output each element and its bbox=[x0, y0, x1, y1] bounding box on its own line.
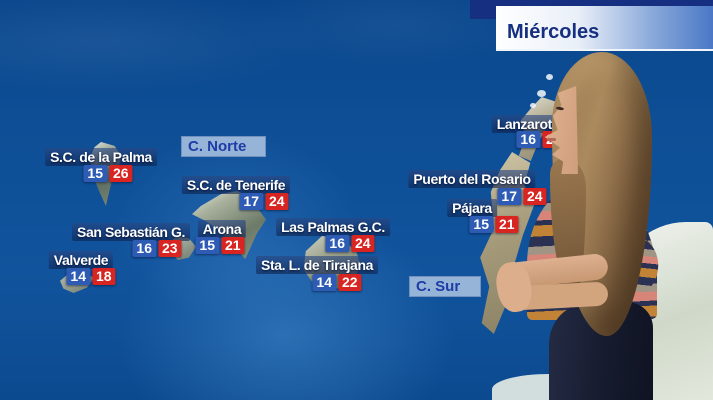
islet-north-of-lanzarote bbox=[530, 103, 536, 108]
max-temp: 21 bbox=[495, 216, 519, 233]
station-name-las-palmas-gc: Las Palmas G.C. bbox=[276, 218, 390, 236]
min-temp: 16 bbox=[325, 235, 349, 252]
station-temps-lanzarote: 16 23 bbox=[516, 131, 566, 148]
max-temp: 26 bbox=[109, 165, 133, 182]
station-temps-san-sebastian-g: 16 23 bbox=[132, 240, 182, 257]
station-name-san-sebastian-g: San Sebastián G. bbox=[72, 223, 190, 241]
day-label: Miércoles bbox=[507, 21, 600, 43]
cloud-mass-right bbox=[596, 222, 713, 400]
max-temp: 24 bbox=[523, 188, 547, 205]
min-temp: 15 bbox=[195, 237, 219, 254]
min-temp: 16 bbox=[132, 240, 156, 257]
min-temp: 14 bbox=[66, 268, 90, 285]
presenter-hair-front bbox=[550, 158, 586, 296]
header-top-strip bbox=[496, 0, 713, 6]
station-name-sta-l-de-tirajana: Sta. L. de Tirajana bbox=[256, 256, 378, 274]
station-temps-valverde: 14 18 bbox=[66, 268, 116, 285]
max-temp: 23 bbox=[542, 131, 566, 148]
station-name-puerto-del-rosario: Puerto del Rosario bbox=[408, 170, 536, 188]
station-name-valverde: Valverde bbox=[48, 251, 114, 269]
header-panel: Miércoles bbox=[496, 6, 713, 51]
max-temp: 18 bbox=[92, 268, 116, 285]
station-name-sc-tenerife: S.C. de Tenerife bbox=[181, 176, 291, 194]
station-name-sc-la-palma: S.C. de la Palma bbox=[45, 148, 157, 166]
min-temp: 17 bbox=[239, 193, 263, 210]
station-temps-pajara: 15 21 bbox=[469, 216, 519, 233]
region-label-costa-sur: C. Sur bbox=[409, 276, 481, 297]
station-name-arona: Arona bbox=[197, 220, 247, 238]
station-temps-las-palmas-gc: 16 24 bbox=[325, 235, 375, 252]
cloud-bottom bbox=[492, 374, 596, 400]
max-temp: 22 bbox=[338, 274, 362, 291]
presenter-forearm bbox=[504, 252, 610, 290]
region-label-costa-norte: C. Norte bbox=[181, 136, 266, 157]
min-temp: 16 bbox=[516, 131, 540, 148]
station-temps-puerto-del-rosario: 17 24 bbox=[497, 188, 547, 205]
min-temp: 15 bbox=[469, 216, 493, 233]
station-temps-sc-tenerife: 17 24 bbox=[239, 193, 289, 210]
min-temp: 17 bbox=[497, 188, 521, 205]
max-temp: 24 bbox=[351, 235, 375, 252]
max-temp: 21 bbox=[221, 237, 245, 254]
max-temp: 24 bbox=[265, 193, 289, 210]
header-corner-notch bbox=[470, 0, 496, 19]
islet-north-of-lanzarote bbox=[546, 74, 553, 80]
min-temp: 15 bbox=[83, 165, 107, 182]
station-temps-sc-la-palma: 15 26 bbox=[83, 165, 133, 182]
presenter-forearm bbox=[511, 281, 609, 311]
station-temps-sta-l-de-tirajana: 14 22 bbox=[312, 274, 362, 291]
max-temp: 23 bbox=[158, 240, 182, 257]
day-header: Miércoles bbox=[470, 0, 713, 53]
station-name-pajara: Pájara bbox=[447, 199, 497, 217]
station-temps-arona: 15 21 bbox=[195, 237, 245, 254]
min-temp: 14 bbox=[312, 274, 336, 291]
islet-north-of-lanzarote bbox=[537, 90, 546, 97]
